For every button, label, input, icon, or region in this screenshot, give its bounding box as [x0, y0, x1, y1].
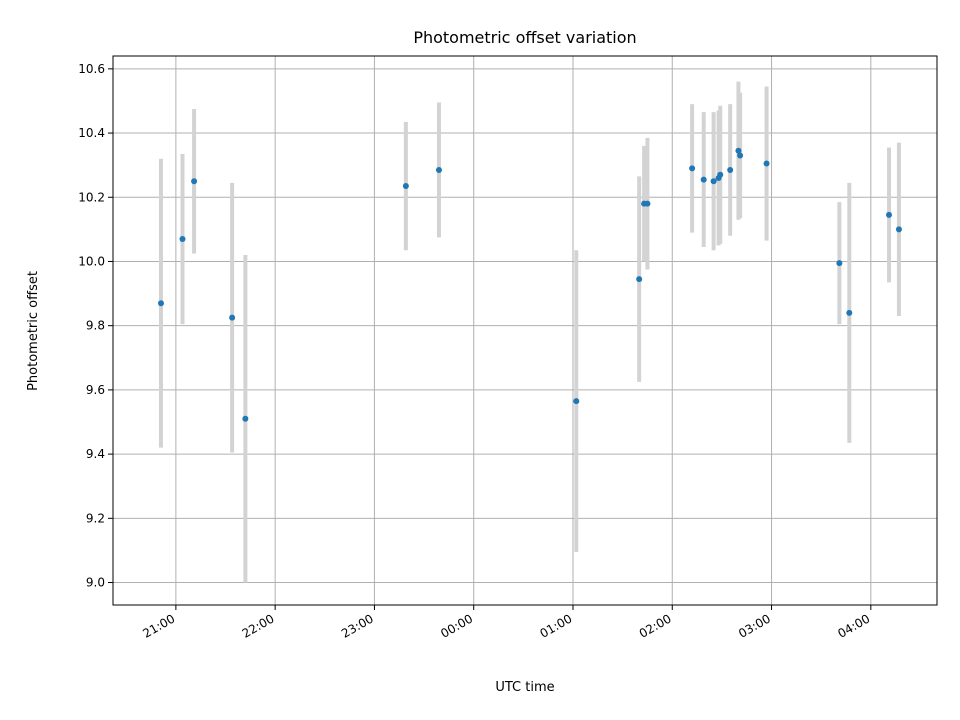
x-axis-label: UTC time: [495, 680, 554, 695]
data-point: [689, 165, 696, 172]
data-point: [886, 211, 893, 218]
y-tick-label: 10.4: [78, 126, 105, 140]
grid: [113, 56, 937, 605]
data-points: [157, 147, 902, 422]
data-point: [191, 178, 198, 185]
data-point: [157, 300, 164, 307]
y-tick-label: 10.0: [78, 254, 105, 268]
y-tick-label: 9.2: [86, 511, 105, 525]
plot-frame: [112, 55, 938, 606]
y-tick-label: 9.4: [86, 447, 105, 461]
data-point: [229, 314, 236, 321]
data-point: [573, 398, 580, 405]
data-point: [435, 166, 442, 173]
data-point: [737, 152, 744, 159]
data-point: [242, 415, 249, 422]
data-point: [700, 176, 707, 183]
data-point: [644, 200, 651, 207]
y-tick-label: 9.8: [86, 319, 105, 333]
data-point: [402, 183, 409, 190]
data-point: [735, 147, 742, 154]
data-point: [179, 236, 186, 242]
y-tick-label: 10.2: [78, 190, 105, 204]
data-point: [717, 171, 724, 178]
data-point: [727, 166, 734, 173]
data-point: [836, 260, 843, 267]
y-tick-label: 10.6: [78, 62, 105, 76]
data-point: [763, 160, 770, 167]
data-point: [636, 276, 643, 283]
data-point: [710, 178, 717, 185]
y-tick-label: 9.6: [86, 383, 105, 397]
y-axis-label: Photometric offset: [26, 271, 41, 391]
y-axis: 9.0 9.2 9.4 9.6 9.8 10.0 10.2 10.4 10.6: [78, 62, 113, 590]
data-point: [895, 226, 902, 233]
chart-title: Photometric offset variation: [413, 28, 636, 47]
y-tick-label: 9.0: [86, 576, 105, 590]
data-point: [846, 309, 853, 316]
